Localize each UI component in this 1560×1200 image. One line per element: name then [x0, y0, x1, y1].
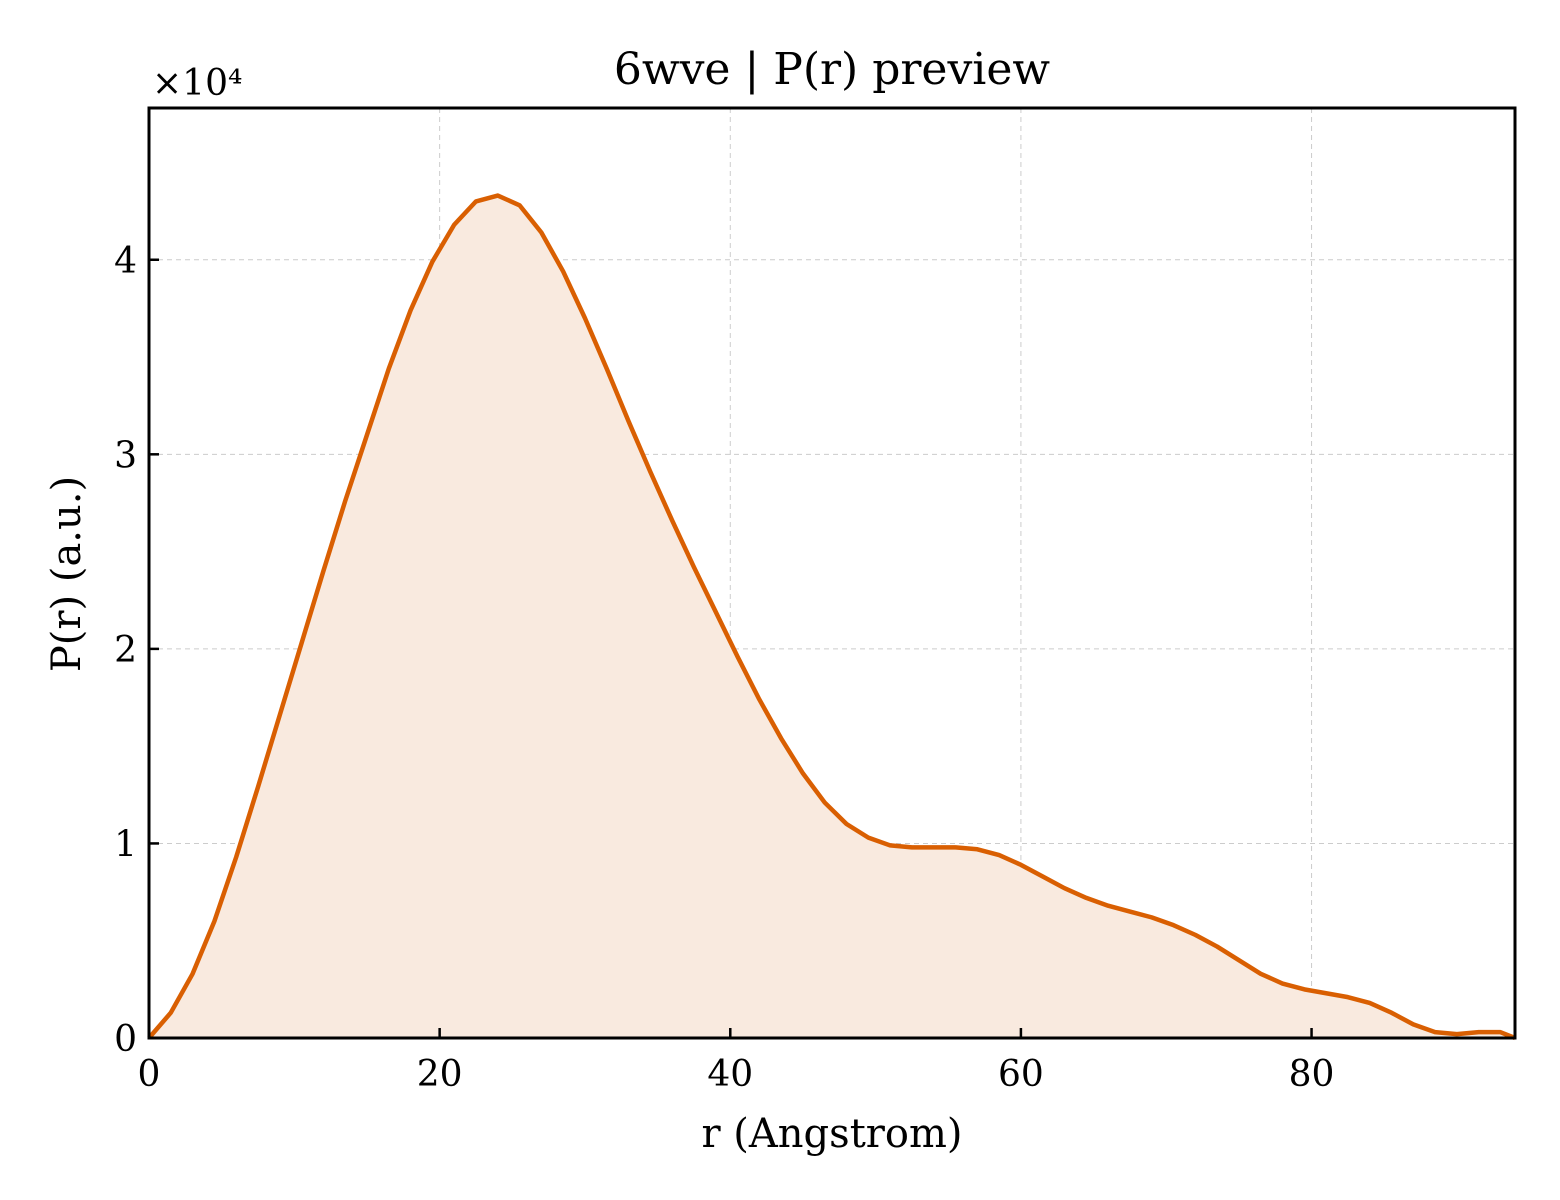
chart-title: 6wve | P(r) preview — [614, 44, 1051, 95]
y-tick-label: 3 — [114, 435, 137, 476]
y-tick-label: 0 — [114, 1019, 137, 1060]
x-tick-label: 80 — [1289, 1054, 1335, 1095]
y-axis-offset-label: ×10⁴ — [152, 63, 242, 104]
x-tick-label: 20 — [417, 1054, 463, 1095]
x-tick-label: 60 — [998, 1054, 1044, 1095]
area-fill — [149, 195, 1515, 1039]
y-tick-label: 2 — [114, 630, 137, 671]
y-tick-label: 4 — [114, 241, 137, 282]
y-tick-label: 1 — [114, 824, 137, 865]
x-axis-ticks: 0 20 40 60 80 — [138, 1028, 1335, 1095]
x-tick-label: 40 — [707, 1054, 753, 1095]
series-line — [147, 193, 1516, 1041]
y-axis-label: P(r) (a.u.) — [44, 476, 90, 672]
x-tick-label: 0 — [138, 1054, 161, 1095]
plot-frame — [147, 106, 1517, 1040]
x-axis-label: r (Angstrom) — [701, 1111, 962, 1157]
y-axis-ticks: 0 1 2 3 4 — [114, 241, 159, 1060]
